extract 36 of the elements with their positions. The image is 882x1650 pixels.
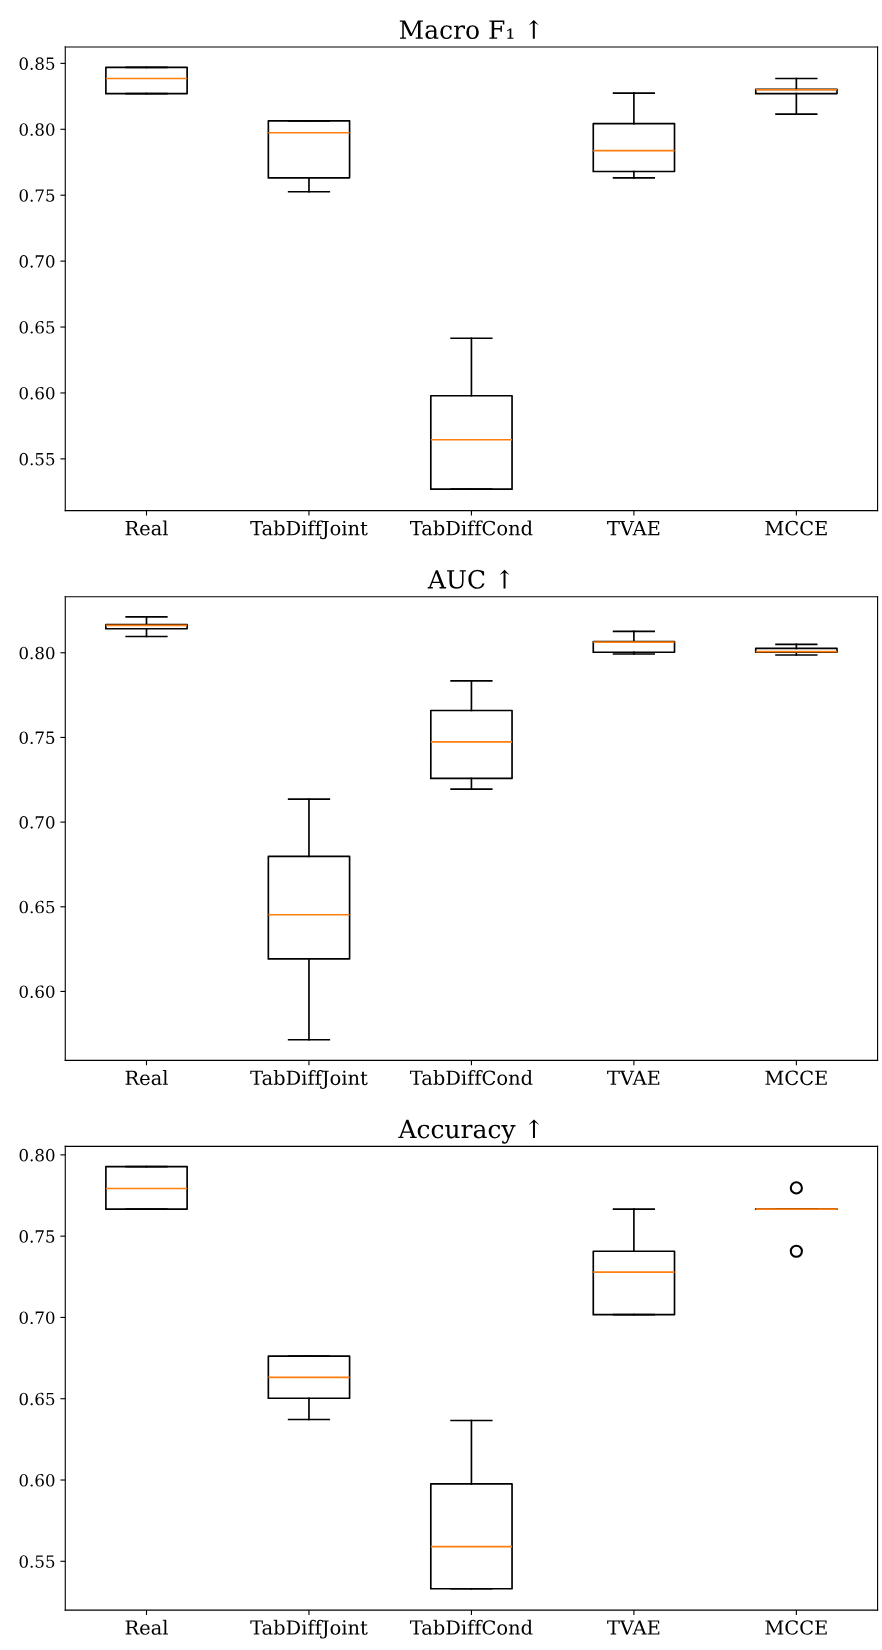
y-tick-label: 0.75	[19, 189, 55, 202]
y-tick-label: 0.65	[19, 900, 55, 914]
x-tick-label: TabDiffCond	[409, 520, 533, 536]
chart-title: AUC ↑	[427, 569, 510, 589]
y-tick-label: 0.60	[19, 985, 55, 999]
x-tick-label: MCCE	[765, 520, 827, 536]
x-tick-label: TabDiffJoint	[250, 520, 368, 540]
x-tick-label: MCCE	[765, 1620, 827, 1635]
y-tick-label: 0.70	[19, 255, 55, 268]
x-tick-label: TabDiffJoint	[250, 1619, 368, 1639]
y-tick-label: 0.65	[19, 321, 55, 334]
x-tick-label: TabDiffJoint	[250, 1070, 368, 1089]
y-tick-label: 0.70	[19, 1311, 55, 1325]
y-tick-label: 0.75	[19, 1230, 55, 1243]
x-tick-label: MCCE	[765, 1070, 827, 1086]
y-tick-label: 0.60	[19, 1473, 55, 1487]
x-tick-label: Real	[125, 520, 168, 536]
y-tick-label: 0.55	[19, 452, 55, 466]
chart-title: Accuracy ↑	[398, 1119, 540, 1144]
y-tick-label: 0.65	[19, 1392, 55, 1406]
y-tick-label: 0.70	[19, 816, 55, 829]
x-tick-label: TVAE	[607, 1070, 660, 1085]
y-tick-label: 0.80	[19, 123, 55, 136]
y-tick-label: 0.55	[19, 1555, 55, 1568]
y-tick-label: 0.75	[19, 731, 55, 745]
y-tick-label: 0.85	[19, 57, 55, 70]
chart-title: Macro F₁ ↑	[399, 20, 539, 40]
y-tick-label: 0.60	[19, 386, 55, 400]
x-tick-label: TVAE	[607, 1620, 660, 1635]
x-tick-label: TabDiffCond	[409, 1070, 533, 1086]
y-tick-label: 0.80	[19, 646, 55, 660]
y-tick-label: 0.80	[19, 1148, 55, 1162]
x-tick-label: TVAE	[607, 521, 660, 536]
x-tick-label: Real	[125, 1619, 168, 1635]
x-tick-label: Real	[125, 1070, 168, 1086]
x-tick-label: TabDiffCond	[409, 1619, 533, 1635]
